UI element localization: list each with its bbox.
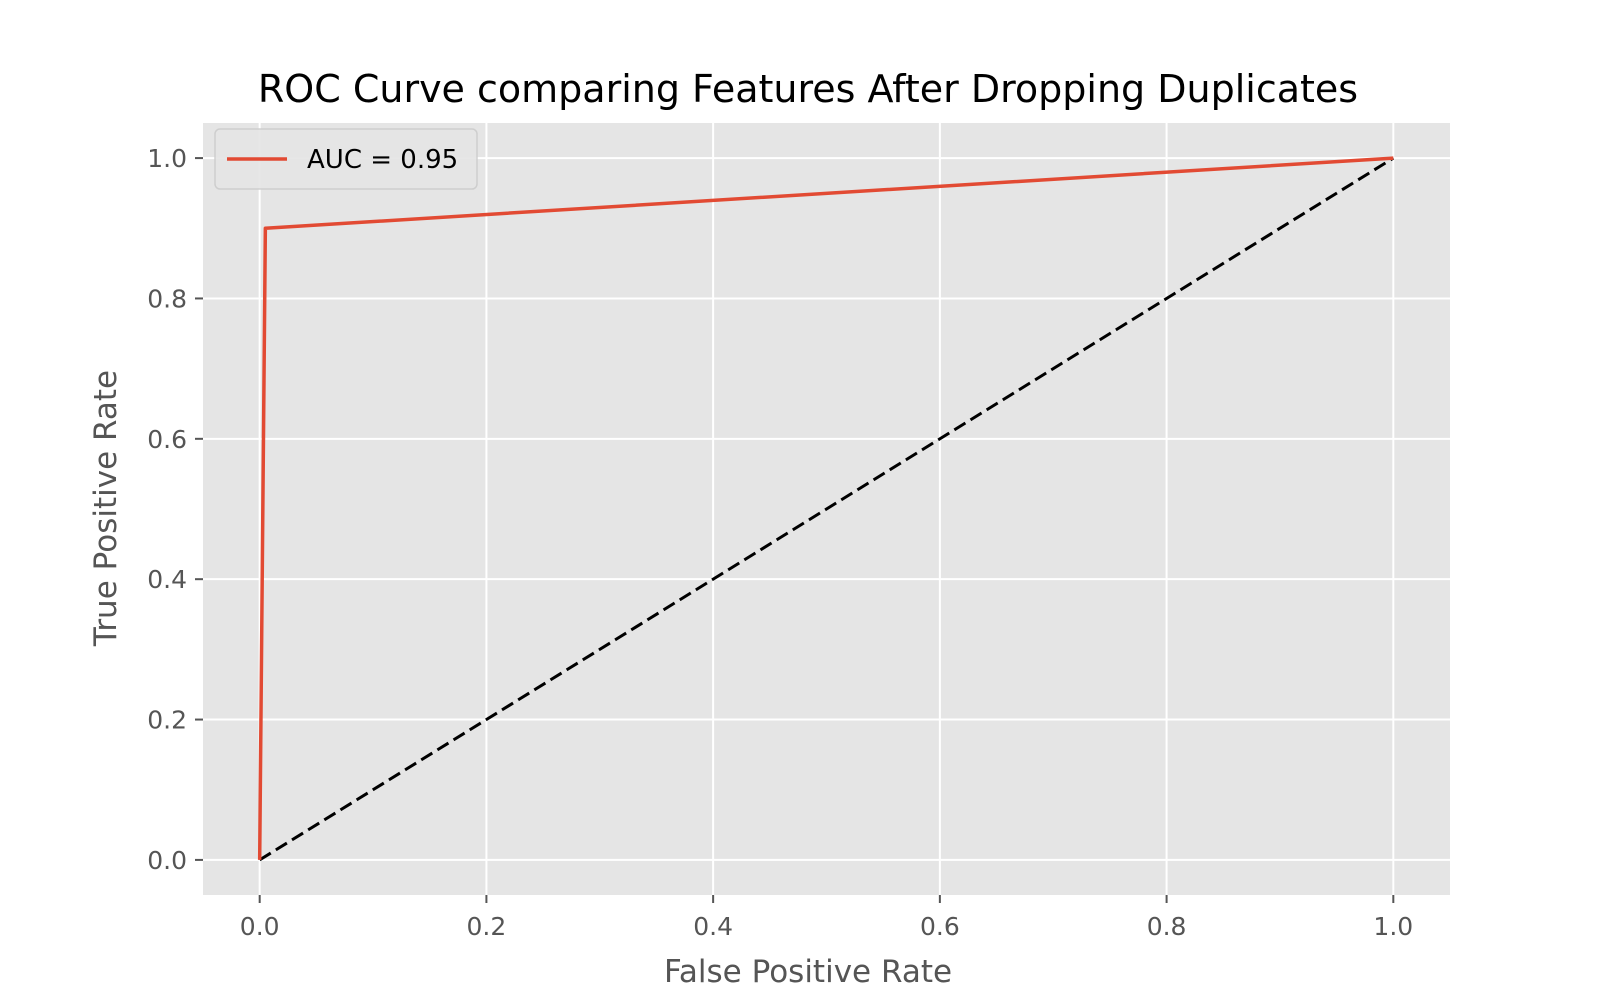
y-tick-label: 0.6 [147,425,187,454]
roc-curve-line [257,156,1394,860]
grid [203,123,1450,895]
legend-label: AUC = 0.95 [307,145,458,175]
x-tick-label: 0.2 [467,912,507,941]
legend-box [214,128,478,190]
x-tick-label: 0.6 [920,912,960,941]
y-tick-label: 1.0 [147,144,187,173]
x-tick-label: 1.0 [1373,912,1413,941]
x-axis-label: False Positive Rate [664,954,952,990]
chart-title: ROC Curve comparing Features After Dropp… [258,67,1358,111]
axis-ticks: 0.0 0.2 0.4 0.6 0.8 1.0 0.0 0.2 0.4 0.6 0.8 1.0 [147,144,1413,941]
x-tick-label: 0.0 [240,912,280,941]
legend: AUC = 0.95 [214,128,478,190]
y-tick-label: 0.4 [147,565,187,594]
series-group [257,156,1395,862]
y-tick-label: 0.2 [147,706,187,735]
x-tick-label: 0.8 [1147,912,1187,941]
x-tick-label: 0.4 [693,912,733,941]
y-axis-label: True Positive Rate [88,370,124,647]
y-tick-label: 0.8 [147,284,187,313]
y-tick-label: 0.0 [147,846,187,875]
chance-diagonal-line [258,156,1395,862]
